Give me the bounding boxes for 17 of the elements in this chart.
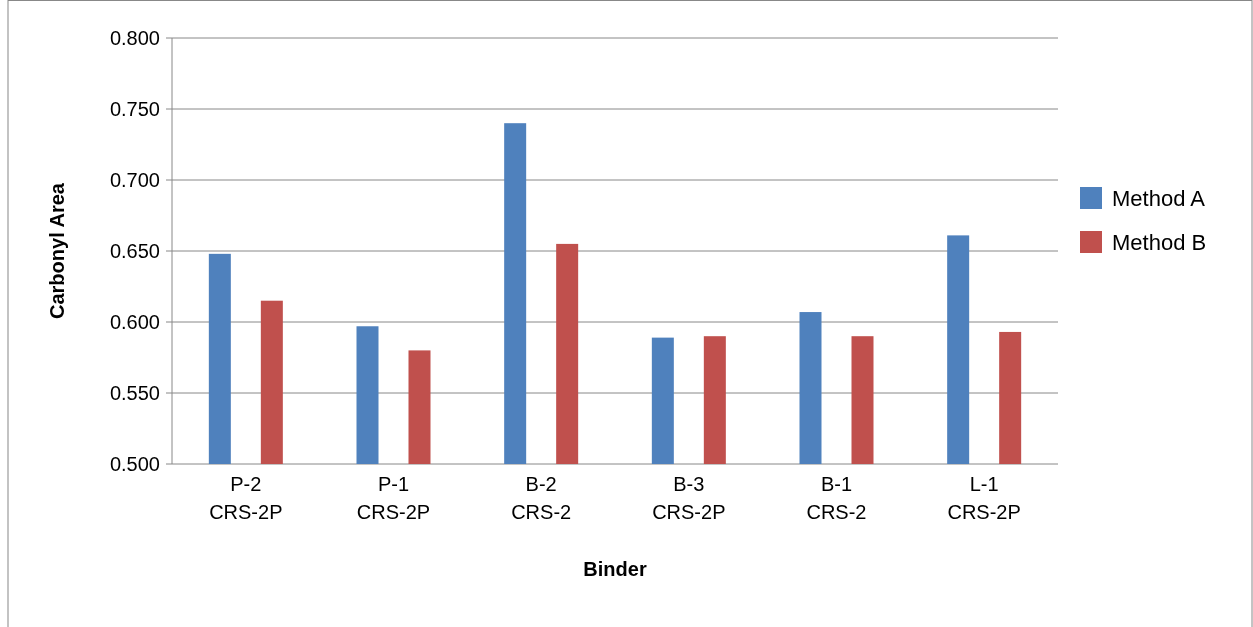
y-tick-label: 0.750 <box>109 98 160 120</box>
y-tick-label: 0.500 <box>109 453 160 475</box>
x-tick-label: B-3 CRS-2P <box>652 473 726 523</box>
legend-label: Method A <box>1112 185 1206 211</box>
y-tick-label: 0.600 <box>109 311 160 333</box>
y-tick-label: 0.700 <box>109 169 160 191</box>
y-tick-label: 0.650 <box>109 240 160 262</box>
y-tick-label: 0.550 <box>109 382 160 404</box>
x-tick-label: L-1 CRS-2P <box>947 473 1021 523</box>
x-tick-label: P-2 CRS-2P <box>209 473 283 523</box>
x-tick-label: B-1 CRS-2 <box>806 473 867 523</box>
x-tick-label: B-2 CRS-2 <box>511 473 572 523</box>
x-axis-title: Binder <box>583 558 647 580</box>
y-axis-title: Carbonyl Area <box>46 182 68 319</box>
y-tick-label: 0.800 <box>109 27 160 49</box>
x-tick-label: P-1 CRS-2P <box>356 473 431 523</box>
legend-label: Method B <box>1112 229 1207 255</box>
